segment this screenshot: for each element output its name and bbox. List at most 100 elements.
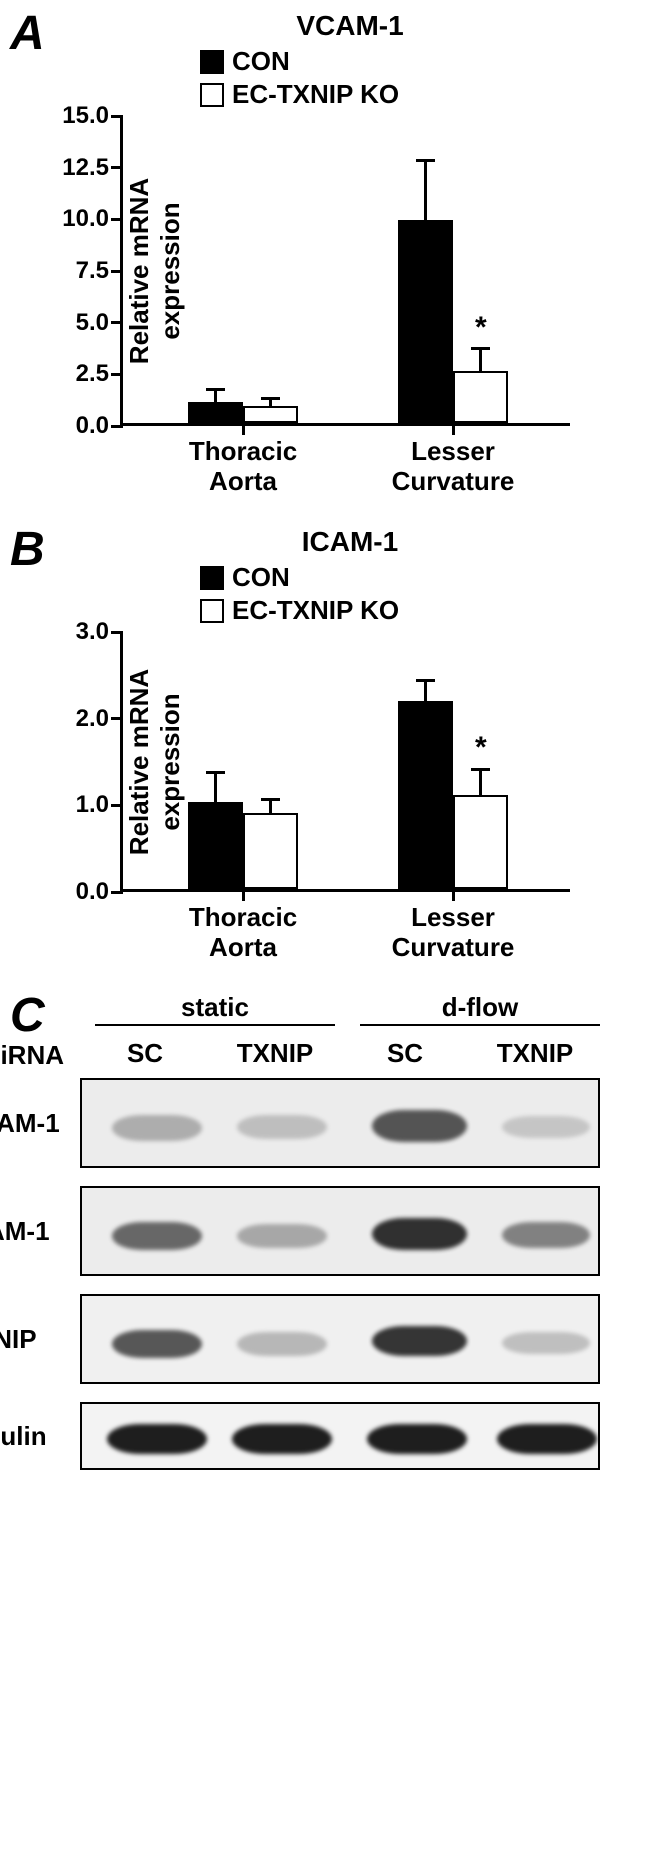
y-tick [111, 218, 123, 221]
error-bar [269, 800, 272, 813]
legend-swatch [200, 83, 224, 107]
band [367, 1424, 467, 1454]
error-bar [479, 349, 482, 372]
bar [243, 406, 298, 423]
x-tick [242, 423, 245, 435]
band [502, 1222, 590, 1248]
y-tick-label: 10.0 [62, 205, 109, 233]
chart-title: VCAM-1 [60, 10, 640, 42]
error-cap [206, 388, 225, 391]
x-tick [452, 423, 455, 435]
legend-label: CON [232, 562, 290, 593]
x-category-label: LesserCurvature [363, 437, 543, 497]
blot-name: VCAM-1 [0, 1108, 80, 1139]
legend-item: EC-TXNIP KO [200, 595, 640, 626]
bar [453, 795, 508, 889]
significance-marker: * [475, 731, 487, 765]
y-tick-label: 1.0 [76, 791, 109, 819]
y-tick-label: 3.0 [76, 618, 109, 646]
y-tick-label: 0.0 [76, 878, 109, 906]
bar [243, 813, 298, 889]
band [107, 1424, 207, 1454]
blot-image [80, 1294, 600, 1384]
error-bar [214, 390, 217, 402]
legend-label: EC-TXNIP KO [232, 79, 399, 110]
bar [453, 371, 508, 423]
blot-row: VCAM-1 [80, 1078, 600, 1168]
error-bar [424, 161, 427, 221]
chart-title: ICAM-1 [60, 526, 640, 558]
y-tick-label: 12.5 [62, 154, 109, 182]
lane-label: TXNIP [225, 1038, 325, 1069]
x-category-label: ThoracicAorta [153, 437, 333, 497]
panel-b: B ICAM-1 CONEC-TXNIP KO Relative mRNAexp… [10, 526, 640, 892]
y-tick [111, 717, 123, 720]
condition-label: d-flow [360, 992, 600, 1023]
x-tick [242, 889, 245, 901]
band [502, 1116, 590, 1138]
band [237, 1115, 327, 1139]
legend-item: CON [200, 46, 640, 77]
blot-row: ICAM-1 [80, 1186, 600, 1276]
blot-image [80, 1186, 600, 1276]
x-category-label: ThoracicAorta [153, 903, 333, 963]
y-tick-label: 15.0 [62, 102, 109, 130]
y-tick [111, 425, 123, 428]
error-bar [479, 769, 482, 795]
blot-header: staticd-flowsiRNASCTXNIPSCTXNIP [80, 992, 600, 1078]
y-tick [111, 270, 123, 273]
band [372, 1218, 467, 1250]
lane-label: SC [95, 1038, 195, 1069]
band [112, 1330, 202, 1358]
panel-letter: B [10, 526, 45, 574]
band [502, 1332, 590, 1354]
band [372, 1110, 467, 1142]
y-tick-label: 2.5 [76, 360, 109, 388]
y-tick-label: 5.0 [76, 309, 109, 337]
panel-letter: C [10, 992, 45, 1040]
blot-name: TXNIP [0, 1324, 80, 1355]
error-cap [206, 771, 225, 774]
x-category-label: LesserCurvature [363, 903, 543, 963]
y-tick-label: 2.0 [76, 705, 109, 733]
panel-a: A VCAM-1 CONEC-TXNIP KO Relative mRNAexp… [10, 10, 640, 426]
y-tick [111, 804, 123, 807]
significance-marker: * [475, 311, 487, 345]
legend-swatch [200, 566, 224, 590]
blot-name: ICAM-1 [0, 1216, 80, 1247]
band [112, 1222, 202, 1250]
y-tick [111, 115, 123, 118]
band [372, 1326, 467, 1356]
error-cap [416, 679, 435, 682]
blot-image [80, 1078, 600, 1168]
band [232, 1424, 332, 1454]
bar [398, 701, 453, 889]
bar [398, 220, 453, 423]
error-bar [424, 680, 427, 701]
y-tick [111, 373, 123, 376]
chart-area: Relative mRNAexpression 0.01.02.03.0*Tho… [120, 632, 640, 892]
panel-c: C staticd-flowsiRNASCTXNIPSCTXNIP VCAM-1… [10, 992, 640, 1470]
condition-label: static [95, 992, 335, 1023]
y-tick [111, 166, 123, 169]
x-tick [452, 889, 455, 901]
error-bar [214, 772, 217, 802]
blot-name: tubulin [0, 1421, 80, 1452]
legend-item: CON [200, 562, 640, 593]
chart-b: ICAM-1 CONEC-TXNIP KO Relative mRNAexpre… [60, 526, 640, 892]
legend: CONEC-TXNIP KO [200, 46, 640, 110]
condition-underline [95, 1024, 335, 1026]
error-cap [261, 397, 280, 400]
panel-letter: A [10, 10, 45, 58]
blot-image [80, 1402, 600, 1470]
bar [188, 802, 243, 889]
y-tick-label: 0.0 [76, 412, 109, 440]
western-blot: staticd-flowsiRNASCTXNIPSCTXNIP VCAM-1IC… [80, 992, 600, 1470]
error-cap [471, 768, 490, 771]
legend-label: CON [232, 46, 290, 77]
lane-label: TXNIP [485, 1038, 585, 1069]
blot-row: TXNIP [80, 1294, 600, 1384]
lane-label: SC [355, 1038, 455, 1069]
chart-a: VCAM-1 CONEC-TXNIP KO Relative mRNAexpre… [60, 10, 640, 426]
legend-swatch [200, 50, 224, 74]
